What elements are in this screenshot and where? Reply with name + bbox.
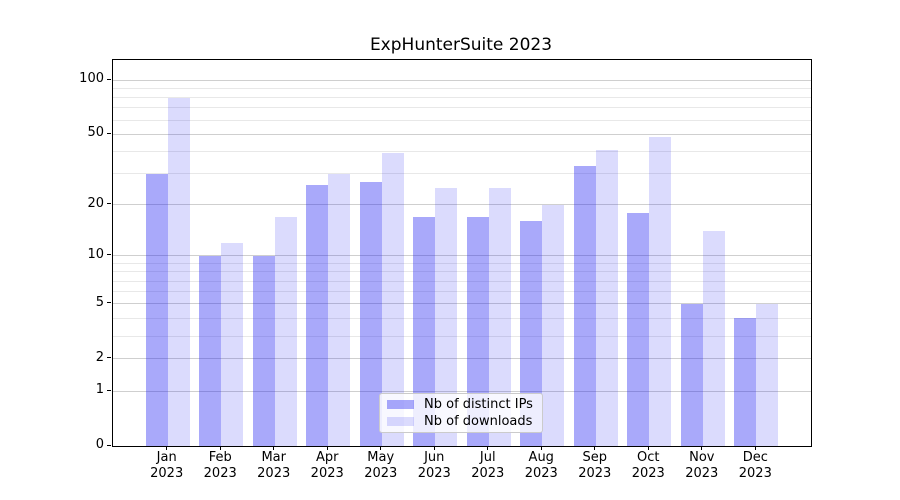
x-tick-label-dec: Dec 2023 — [738, 450, 772, 481]
bar-distinct-ips-nov — [680, 303, 703, 446]
x-tick-apr — [326, 446, 328, 450]
x-tick-label-jan: Jan 2023 — [150, 450, 184, 481]
x-tick-jan — [166, 446, 168, 450]
gridline-minor-80 — [113, 97, 811, 99]
x-tick-jun — [433, 446, 435, 450]
legend-swatch-distinct-ips — [387, 400, 414, 410]
legend-item-downloads: Nb of downloads — [387, 414, 535, 429]
bar-downloads-jul — [488, 187, 511, 446]
y-tick-label-2: 2 — [95, 349, 104, 365]
legend: Nb of distinct IPs Nb of downloads — [379, 393, 543, 433]
gridline-minor-9 — [113, 262, 811, 264]
gridline-major-10 — [113, 255, 811, 257]
legend-swatch-downloads — [387, 416, 414, 426]
gridline-major-100 — [113, 79, 811, 81]
gridline-minor-70 — [113, 107, 811, 109]
y-tick-100 — [107, 78, 111, 80]
bar-distinct-ips-apr — [306, 184, 329, 446]
bar-downloads-mar — [274, 216, 297, 446]
bar-distinct-ips-jul — [466, 216, 489, 446]
x-tick-sep — [594, 446, 596, 450]
x-tick-label-jul: Jul 2023 — [471, 450, 505, 481]
bar-downloads-nov — [702, 231, 725, 446]
legend-item-distinct-ips: Nb of distinct IPs — [387, 397, 535, 412]
bar-distinct-ips-feb — [199, 255, 222, 446]
gridline-minor-60 — [113, 119, 811, 121]
y-tick-label-1: 1 — [95, 382, 104, 398]
bar-distinct-ips-may — [359, 181, 382, 446]
bar-downloads-dec — [756, 303, 779, 446]
gridline-minor-8 — [113, 271, 811, 273]
bar-downloads-may — [381, 153, 404, 446]
y-tick-label-10: 10 — [87, 246, 104, 262]
x-tick-label-nov: Nov 2023 — [685, 450, 719, 481]
gridline-minor-90 — [113, 87, 811, 89]
gridline-major-50 — [113, 133, 811, 135]
y-tick-label-5: 5 — [95, 294, 104, 310]
y-tick-label-0: 0 — [95, 437, 104, 452]
x-tick-label-sep: Sep 2023 — [578, 450, 612, 481]
x-tick-mar — [273, 446, 275, 450]
bar-downloads-jun — [435, 187, 458, 446]
chart-title: ExpHunterSuite 2023 — [369, 35, 553, 55]
x-tick-label-jun: Jun 2023 — [417, 450, 451, 481]
gridline-major-5 — [113, 303, 811, 305]
bar-downloads-aug — [542, 204, 565, 446]
gridline-minor-6 — [113, 291, 811, 293]
x-tick-may — [380, 446, 382, 450]
bar-downloads-apr — [328, 173, 351, 446]
gridline-minor-7 — [113, 280, 811, 282]
legend-label-distinct-ips: Nb of distinct IPs — [424, 397, 533, 413]
y-tick-5 — [107, 302, 111, 304]
y-tick-1 — [107, 389, 111, 391]
x-tick-label-feb: Feb 2023 — [203, 450, 237, 481]
x-tick-jul — [487, 446, 489, 450]
y-tick-10 — [107, 254, 111, 256]
bar-downloads-jan — [167, 97, 190, 446]
x-tick-dec — [754, 446, 756, 450]
x-tick-nov — [701, 446, 703, 450]
y-tick-20 — [107, 203, 111, 205]
bar-distinct-ips-dec — [734, 318, 757, 446]
gridline-major-2 — [113, 358, 811, 360]
y-tick-label-20: 20 — [87, 195, 104, 211]
y-tick-2 — [107, 357, 111, 359]
x-tick-label-oct: Oct 2023 — [631, 450, 665, 481]
y-tick-label-100: 100 — [79, 71, 104, 87]
gridline-minor-4 — [113, 317, 811, 319]
gridline-minor-3 — [113, 335, 811, 337]
plot-area — [112, 59, 812, 447]
y-tick-label-50: 50 — [87, 125, 104, 141]
bar-downloads-sep — [595, 149, 618, 446]
x-tick-feb — [219, 446, 221, 450]
bar-distinct-ips-mar — [252, 255, 275, 446]
x-tick-aug — [540, 446, 542, 450]
bar-distinct-ips-jun — [413, 216, 436, 446]
bar-downloads-oct — [649, 137, 672, 446]
bar-distinct-ips-sep — [573, 166, 596, 446]
bar-distinct-ips-aug — [520, 221, 543, 446]
y-tick-50 — [107, 132, 111, 134]
bar-distinct-ips-jan — [145, 173, 168, 446]
x-tick-label-apr: Apr 2023 — [310, 450, 344, 481]
x-tick-label-aug: Aug 2023 — [524, 450, 558, 481]
y-tick-0 — [107, 444, 111, 446]
x-tick-label-mar: Mar 2023 — [257, 450, 291, 481]
bar-downloads-feb — [221, 242, 244, 446]
gridline-major-1 — [113, 390, 811, 392]
gridline-major-20 — [113, 204, 811, 206]
x-tick-oct — [647, 446, 649, 450]
gridline-minor-40 — [113, 151, 811, 152]
bar-distinct-ips-oct — [627, 212, 650, 446]
legend-label-downloads: Nb of downloads — [424, 413, 533, 429]
x-tick-label-may: May 2023 — [364, 450, 398, 481]
gridline-minor-30 — [113, 173, 811, 175]
